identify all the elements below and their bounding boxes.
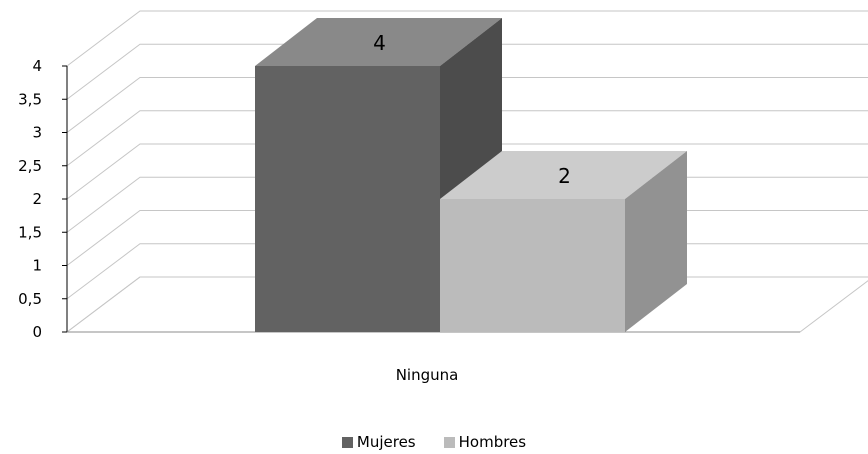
bar-hombres: 2 — [440, 151, 687, 332]
y-tick-label: 2,5 — [18, 157, 42, 175]
x-category-label: Ninguna — [396, 366, 459, 384]
y-tick-label: 3,5 — [18, 90, 42, 108]
data-label: 2 — [558, 164, 571, 188]
gridline — [66, 143, 868, 200]
gridline — [66, 77, 868, 133]
legend: Mujeres Hombres — [0, 430, 868, 454]
y-tick-label: 1,5 — [18, 223, 42, 241]
legend-item-mujeres: Mujeres — [341, 433, 416, 451]
bars: 42 — [255, 18, 687, 332]
y-tick-label: 0 — [32, 323, 42, 341]
legend-item-hombres: Hombres — [443, 433, 527, 451]
legend-swatch-mujeres — [341, 436, 353, 448]
gridline — [66, 10, 868, 67]
bar-top-face — [255, 18, 502, 66]
gridline — [66, 110, 868, 167]
data-label: 4 — [373, 31, 386, 55]
legend-label-hombres: Hombres — [458, 433, 527, 451]
bar-side-face — [625, 151, 687, 332]
legend-swatch-hombres — [443, 436, 455, 448]
y-tick-label: 1 — [32, 257, 42, 275]
legend-label-mujeres: Mujeres — [356, 433, 416, 451]
y-tick-label: 2 — [32, 190, 42, 208]
bar-front-face — [255, 66, 440, 332]
y-tick-label: 3 — [32, 124, 42, 142]
y-tick-label: 0,5 — [18, 290, 42, 308]
bar-top-face — [440, 151, 687, 199]
bar-front-face — [440, 199, 625, 332]
gridline — [66, 43, 868, 100]
y-tick-label: 4 — [32, 57, 42, 75]
